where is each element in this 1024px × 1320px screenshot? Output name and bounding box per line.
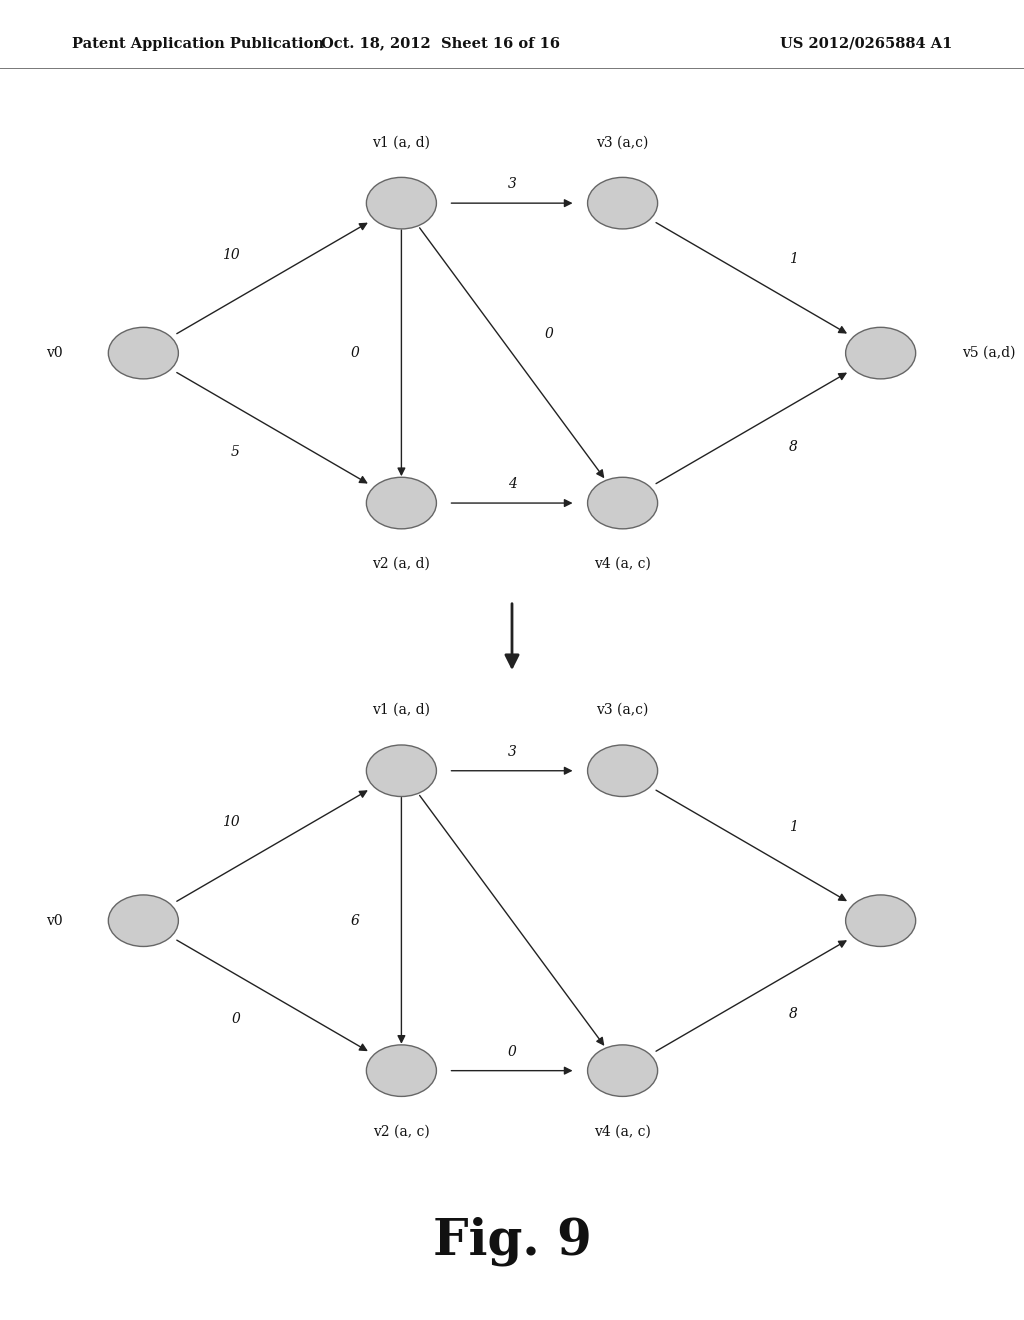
Text: Oct. 18, 2012  Sheet 16 of 16: Oct. 18, 2012 Sheet 16 of 16	[321, 37, 560, 50]
Text: v4 (a, c): v4 (a, c)	[594, 557, 651, 572]
Text: 1: 1	[788, 820, 798, 834]
Text: v3 (a,c): v3 (a,c)	[596, 135, 649, 149]
Text: v0: v0	[46, 346, 62, 360]
Text: v2 (a, d): v2 (a, d)	[373, 557, 430, 572]
Text: 3: 3	[508, 744, 516, 759]
Text: 0: 0	[545, 327, 553, 342]
Text: 4: 4	[508, 478, 516, 491]
Text: v4 (a, c): v4 (a, c)	[594, 1125, 651, 1139]
Text: 0: 0	[231, 1012, 240, 1026]
Text: v5 (a,d): v5 (a,d)	[962, 346, 1015, 360]
Ellipse shape	[588, 177, 657, 228]
Text: 10: 10	[222, 816, 240, 829]
Ellipse shape	[846, 327, 915, 379]
Text: v2 (a, c): v2 (a, c)	[373, 1125, 430, 1139]
Text: 8: 8	[788, 1007, 798, 1022]
Ellipse shape	[109, 327, 178, 379]
Text: 1: 1	[788, 252, 798, 267]
Ellipse shape	[367, 744, 436, 796]
Text: v1 (a, d): v1 (a, d)	[373, 135, 430, 149]
Text: US 2012/0265884 A1: US 2012/0265884 A1	[780, 37, 952, 50]
Text: v3 (a,c): v3 (a,c)	[596, 702, 649, 717]
Ellipse shape	[367, 478, 436, 529]
Ellipse shape	[367, 1045, 436, 1097]
Ellipse shape	[588, 1045, 657, 1097]
Text: v0: v0	[46, 913, 62, 928]
Text: 5: 5	[231, 445, 240, 458]
Ellipse shape	[109, 895, 178, 946]
Text: 0: 0	[508, 1045, 516, 1059]
Ellipse shape	[588, 744, 657, 796]
Text: 6: 6	[351, 913, 359, 928]
Text: 3: 3	[508, 177, 516, 191]
Ellipse shape	[367, 177, 436, 228]
Text: 0: 0	[351, 346, 359, 360]
Text: 8: 8	[788, 440, 798, 454]
Text: Fig. 9: Fig. 9	[432, 1216, 592, 1266]
Text: v1 (a, d): v1 (a, d)	[373, 702, 430, 717]
Text: Patent Application Publication: Patent Application Publication	[72, 37, 324, 50]
Text: 10: 10	[222, 248, 240, 261]
Ellipse shape	[846, 895, 915, 946]
Ellipse shape	[588, 478, 657, 529]
